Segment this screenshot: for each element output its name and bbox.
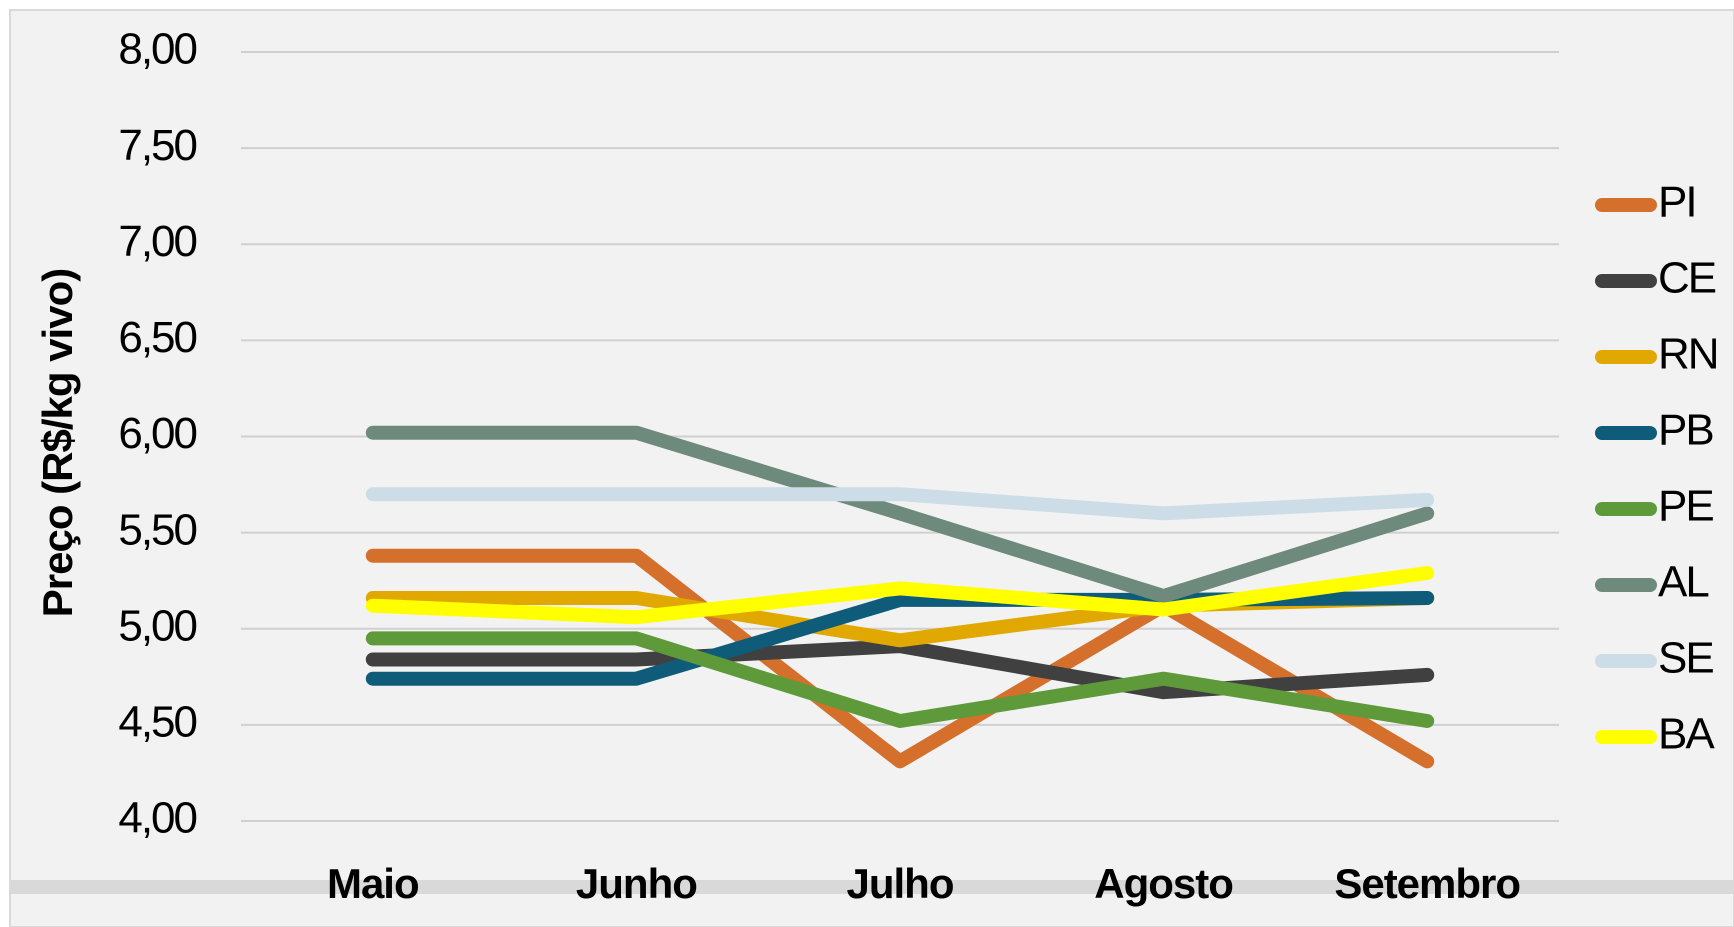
y-tick-label: 8,00 xyxy=(118,25,196,74)
legend-label: PB xyxy=(1658,406,1713,455)
legend-label: BA xyxy=(1658,710,1715,759)
y-tick-label: 5,50 xyxy=(118,505,196,554)
legend-label: CE xyxy=(1658,254,1716,303)
legend-label: RN xyxy=(1658,330,1718,379)
x-tick-label: Setembro xyxy=(1334,860,1520,907)
legend-label: AL xyxy=(1658,558,1709,607)
x-tick-label: Agosto xyxy=(1094,860,1233,907)
legend-label: PE xyxy=(1658,482,1713,531)
x-tick-label: Maio xyxy=(327,860,419,907)
legend-label: PI xyxy=(1658,178,1696,227)
y-tick-label: 5,00 xyxy=(118,601,196,650)
y-tick-label: 7,00 xyxy=(118,217,196,266)
legend-label: SE xyxy=(1658,634,1713,683)
y-tick-label: 6,00 xyxy=(118,409,196,458)
y-tick-label: 6,50 xyxy=(118,313,196,362)
chart: Preço (R$/kg vivo) 4,00 4,50 5,00 5,50 6,00 6… xyxy=(0,0,1734,927)
y-axis-title: Preço (R$/kg vivo) xyxy=(34,269,81,617)
x-tick-label: Junho xyxy=(576,860,697,907)
x-tick-label: Julho xyxy=(847,860,954,907)
y-tick-label: 4,00 xyxy=(118,794,196,843)
y-tick-label: 4,50 xyxy=(118,698,196,747)
y-tick-label: 7,50 xyxy=(118,121,196,170)
